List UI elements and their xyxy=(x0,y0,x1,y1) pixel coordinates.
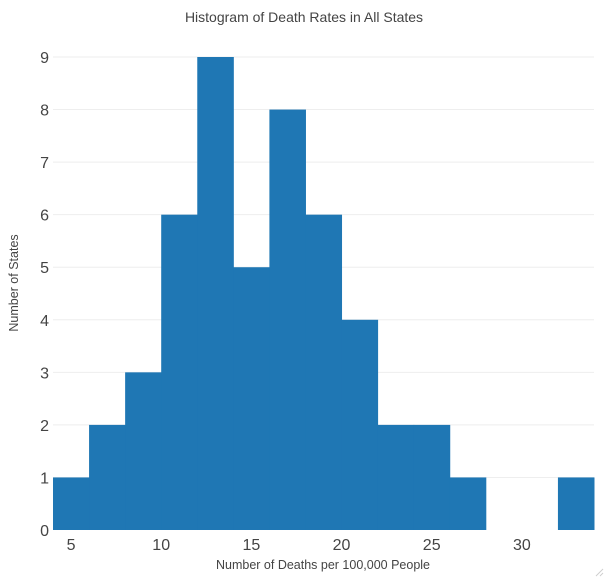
histogram-bar-16-18[interactable] xyxy=(269,109,306,531)
y-tick-label: 0 xyxy=(40,523,49,540)
y-tick-label: 4 xyxy=(40,313,49,330)
histogram-bar-24-26[interactable] xyxy=(413,424,451,530)
histogram-bar-10-12[interactable] xyxy=(161,214,198,530)
x-tick-label: 20 xyxy=(333,537,351,554)
y-tick-label: 5 xyxy=(40,260,49,277)
histogram-bar-20-22[interactable] xyxy=(341,319,379,530)
histogram-bars xyxy=(53,57,595,531)
x-tick-label: 25 xyxy=(423,537,441,554)
histogram-bar-14-16[interactable] xyxy=(233,267,270,530)
y-tick-label: 9 xyxy=(40,50,49,67)
x-tick-label: 10 xyxy=(152,537,170,554)
x-tick-label: 15 xyxy=(242,537,260,554)
y-tick-label: 3 xyxy=(40,365,49,382)
resize-handle-icon[interactable] xyxy=(595,568,604,577)
histogram-bar-22-24[interactable] xyxy=(377,424,415,530)
y-tick-label: 7 xyxy=(40,155,49,172)
y-tick-label: 1 xyxy=(40,470,49,487)
y-axis-ticks: 0 1 2 3 4 5 6 7 8 9 xyxy=(40,50,49,540)
x-axis-label: Number of Deaths per 100,000 People xyxy=(216,558,430,572)
y-tick-label: 6 xyxy=(40,208,49,225)
histogram-bar-4-6[interactable] xyxy=(53,477,90,530)
y-axis-label: Number of States xyxy=(7,234,21,331)
y-tick-label: 8 xyxy=(40,103,49,120)
histogram-bar-6-8[interactable] xyxy=(89,424,126,530)
x-axis-ticks: 5 10 15 20 25 30 xyxy=(67,537,531,554)
chart-title: Histogram of Death Rates in All States xyxy=(185,9,423,25)
resize-handle-icon-inner[interactable] xyxy=(599,572,604,577)
x-tick-label: 30 xyxy=(513,537,531,554)
histogram-bar-18-20[interactable] xyxy=(305,214,343,530)
histogram-bar-8-10[interactable] xyxy=(125,372,162,530)
histogram-bar-32-34[interactable] xyxy=(557,477,595,530)
y-tick-label: 2 xyxy=(40,418,49,435)
x-tick-label: 5 xyxy=(67,537,76,554)
histogram-bar-26-28[interactable] xyxy=(449,477,487,530)
histogram-bar-12-14[interactable] xyxy=(197,57,234,530)
